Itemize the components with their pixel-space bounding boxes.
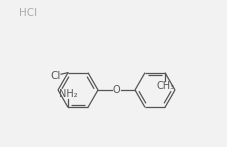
Text: NH₂: NH₂ [58, 89, 77, 99]
Text: HCl: HCl [19, 8, 37, 18]
Text: O: O [112, 85, 120, 95]
Text: CH₃: CH₃ [156, 81, 174, 91]
Text: Cl: Cl [51, 71, 61, 81]
